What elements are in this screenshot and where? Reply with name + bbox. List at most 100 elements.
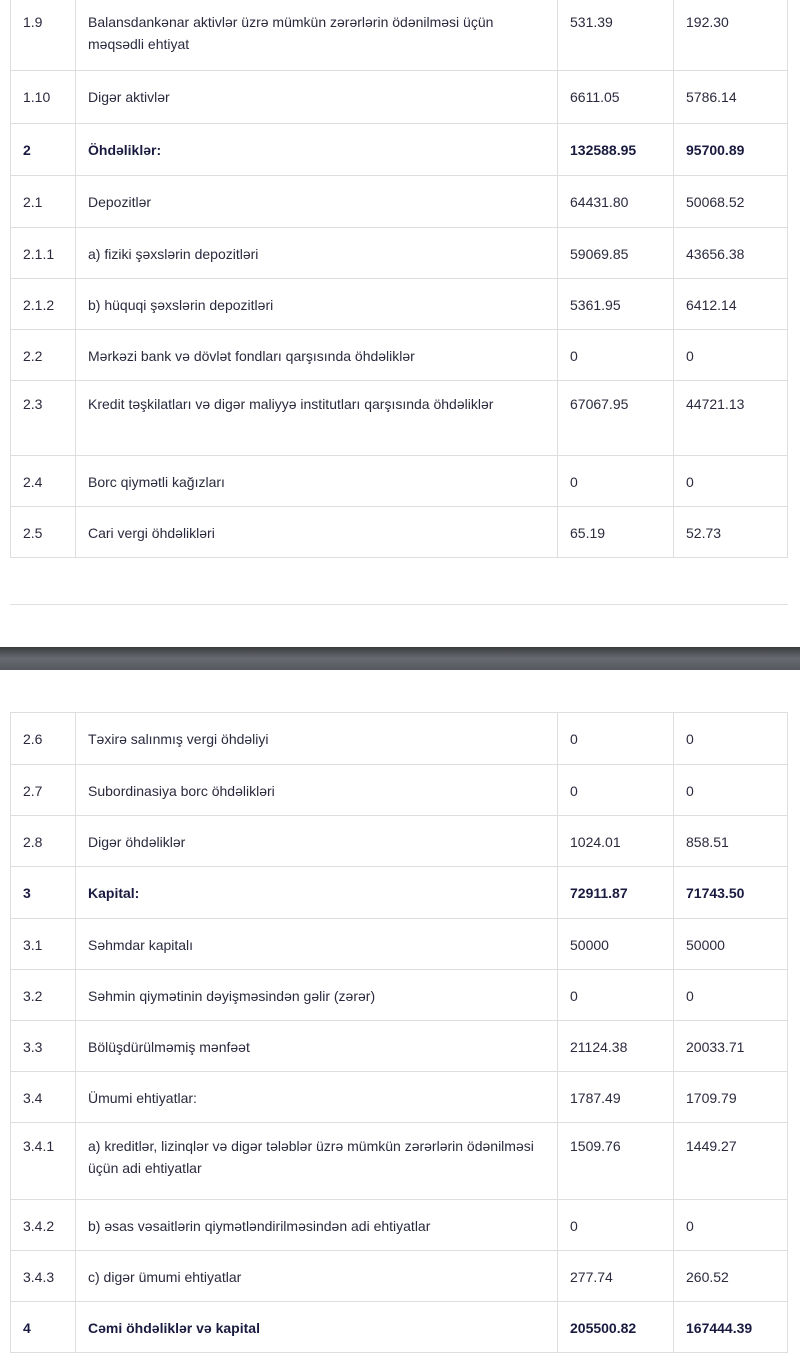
value-current: 59069.85 — [557, 227, 674, 279]
row-label: Öhdəliklər: — [75, 123, 558, 176]
balance-table-part-1: 1.9 Balansdankənar aktivlər üzrə mümkün z… — [10, 0, 788, 558]
row-code: 3 — [10, 866, 76, 919]
row-code: 3.3 — [10, 1020, 76, 1072]
row-label: a) kreditlər, lizinqlər və digər tələblə… — [75, 1122, 558, 1200]
table-row: 3.3 Bölüşdürülməmiş mənfəət 21124.38 20033.… — [10, 1020, 788, 1072]
value-current: 65.19 — [557, 506, 674, 558]
row-label: a) fiziki şəxslərin depozitləri — [75, 227, 558, 279]
value-current: 0 — [557, 712, 674, 765]
value-previous: 1449.27 — [673, 1122, 788, 1200]
row-code: 3.4.2 — [10, 1199, 76, 1251]
value-current: 0 — [557, 329, 674, 381]
value-previous: 0 — [673, 1199, 788, 1251]
table-row: 3.4.1 a) kreditlər, lizinqlər və digər tə… — [10, 1122, 788, 1200]
row-label: Borc qiymətli kağızları — [75, 455, 558, 507]
row-code: 2.6 — [10, 712, 76, 765]
table-row: 3.4 Ümumi ehtiyatlar: 1787.49 1709.79 — [10, 1071, 788, 1123]
value-current: 1509.76 — [557, 1122, 674, 1200]
value-previous: 5786.14 — [673, 70, 788, 124]
table-row: 3.2 Səhmin qiymətinin dəyişməsindən gəlir… — [10, 969, 788, 1021]
row-label: Digər öhdəliklər — [75, 815, 558, 867]
value-current: 67067.95 — [557, 380, 674, 456]
value-previous: 167444.39 — [673, 1301, 788, 1353]
row-code: 2.1 — [10, 175, 76, 228]
value-current: 1024.01 — [557, 815, 674, 867]
table-row: 2.4 Borc qiymətli kağızları 0 0 — [10, 455, 788, 507]
row-code: 2.8 — [10, 815, 76, 867]
value-previous: 1709.79 — [673, 1071, 788, 1123]
table-row: 2.8 Digər öhdəliklər 1024.01 858.51 — [10, 815, 788, 867]
value-current: 5361.95 — [557, 278, 674, 330]
table-row: 2.1.1 a) fiziki şəxslərin depozitləri 5906… — [10, 227, 788, 279]
table-row: 2.6 Təxirə salınmış vergi öhdəliyi 0 0 — [10, 712, 788, 765]
row-code: 3.1 — [10, 918, 76, 970]
row-label: Ümumi ehtiyatlar: — [75, 1071, 558, 1123]
value-previous: 50068.52 — [673, 175, 788, 228]
row-label: Mərkəzi bank və dövlət fondları qarşısın… — [75, 329, 558, 381]
row-code: 3.4.3 — [10, 1250, 76, 1302]
row-code: 3.2 — [10, 969, 76, 1021]
row-code: 1.10 — [10, 70, 76, 124]
value-current: 72911.87 — [557, 866, 674, 919]
table-row: 3.4.3 c) digər ümumi ehtiyatlar 277.74 260.… — [10, 1250, 788, 1302]
row-code: 2.7 — [10, 764, 76, 816]
value-current: 64431.80 — [557, 175, 674, 228]
value-previous: 6412.14 — [673, 278, 788, 330]
value-current: 6611.05 — [557, 70, 674, 124]
table-row: 2.1.2 b) hüquqi şəxslərin depozitləri 5361… — [10, 278, 788, 330]
divider — [10, 604, 788, 605]
value-previous: 858.51 — [673, 815, 788, 867]
table-row: 2.2 Mərkəzi bank və dövlət fondları qarşı… — [10, 329, 788, 381]
table-row: 2.5 Cari vergi öhdəlikləri 65.19 52.73 — [10, 506, 788, 558]
value-current: 21124.38 — [557, 1020, 674, 1072]
row-label: Kapital: — [75, 866, 558, 919]
row-code: 2.1.2 — [10, 278, 76, 330]
row-label: b) əsas vəsaitlərin qiymətləndirilməsind… — [75, 1199, 558, 1251]
row-code: 2.4 — [10, 455, 76, 507]
row-label: Cəmi öhdəliklər və kapital — [75, 1301, 558, 1353]
value-previous: 71743.50 — [673, 866, 788, 919]
value-previous: 0 — [673, 764, 788, 816]
value-current: 0 — [557, 764, 674, 816]
row-label: Təxirə salınmış vergi öhdəliyi — [75, 712, 558, 765]
page-break-bar — [0, 647, 800, 670]
row-label: Subordinasiya borc öhdəlikləri — [75, 764, 558, 816]
row-code: 3.4.1 — [10, 1122, 76, 1200]
row-label: Kredit təşkilatları və digər maliyyə ins… — [75, 380, 558, 456]
value-current: 531.39 — [557, 0, 674, 71]
value-previous: 0 — [673, 329, 788, 381]
table-row: 2 Öhdəliklər: 132588.95 95700.89 — [10, 123, 788, 176]
row-code: 2.5 — [10, 506, 76, 558]
row-label: Səhmin qiymətinin dəyişməsindən gəlir (z… — [75, 969, 558, 1021]
table-row: 2.3 Kredit təşkilatları və digər maliyyə … — [10, 380, 788, 456]
value-previous: 95700.89 — [673, 123, 788, 176]
row-label: Depozitlər — [75, 175, 558, 228]
table-row: 2.7 Subordinasiya borc öhdəlikləri 0 0 — [10, 764, 788, 816]
value-current: 132588.95 — [557, 123, 674, 176]
value-previous: 0 — [673, 455, 788, 507]
row-label: Bölüşdürülməmiş mənfəət — [75, 1020, 558, 1072]
value-current: 1787.49 — [557, 1071, 674, 1123]
row-code: 2.1.1 — [10, 227, 76, 279]
value-previous: 260.52 — [673, 1250, 788, 1302]
value-previous: 192.30 — [673, 0, 788, 71]
row-label: Balansdankənar aktivlər üzrə mümkün zərə… — [75, 0, 558, 71]
row-label: Cari vergi öhdəlikləri — [75, 506, 558, 558]
table-row: 3.1 Səhmdar kapitalı 50000 50000 — [10, 918, 788, 970]
row-code: 2.2 — [10, 329, 76, 381]
value-previous: 52.73 — [673, 506, 788, 558]
value-current: 205500.82 — [557, 1301, 674, 1353]
value-previous: 0 — [673, 969, 788, 1021]
value-current: 277.74 — [557, 1250, 674, 1302]
value-previous: 43656.38 — [673, 227, 788, 279]
value-current: 0 — [557, 1199, 674, 1251]
row-code: 4 — [10, 1301, 76, 1353]
balance-table-part-2: 2.6 Təxirə salınmış vergi öhdəliyi 0 0 2.7 Su… — [10, 712, 788, 1353]
table-row: 4 Cəmi öhdəliklər və kapital 205500.82 1674… — [10, 1301, 788, 1353]
row-label: c) digər ümumi ehtiyatlar — [75, 1250, 558, 1302]
row-label: Səhmdar kapitalı — [75, 918, 558, 970]
table-row: 3.4.2 b) əsas vəsaitlərin qiymətləndirilm… — [10, 1199, 788, 1251]
table-row: 1.10 Digər aktivlər 6611.05 5786.14 — [10, 70, 788, 124]
value-previous: 44721.13 — [673, 380, 788, 456]
row-code: 1.9 — [10, 0, 76, 71]
